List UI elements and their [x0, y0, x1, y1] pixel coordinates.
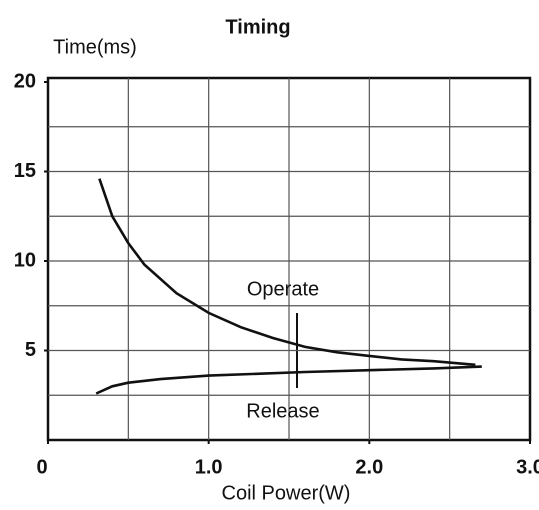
y-tick-label: 10 [14, 249, 36, 271]
x-axis-label: Coil Power(W) [222, 482, 351, 504]
y-tick-label: 5 [25, 339, 36, 361]
x-tick-label: 1.0 [195, 456, 223, 478]
x-tick-label: 0 [36, 456, 47, 478]
series-line [95, 365, 482, 395]
series-group [95, 178, 482, 395]
grid [48, 78, 530, 440]
series-label: Release [246, 400, 319, 422]
series-line [98, 178, 476, 367]
series-label: Operate [247, 278, 319, 300]
chart-title: Timing [225, 16, 290, 38]
x-tick-label: 2.0 [355, 456, 383, 478]
y-tick-label: 20 [14, 70, 36, 92]
y-axis-label: Time(ms) [53, 36, 137, 58]
y-tick-label: 15 [14, 160, 36, 182]
x-tick-label: 3.0 [516, 456, 539, 478]
